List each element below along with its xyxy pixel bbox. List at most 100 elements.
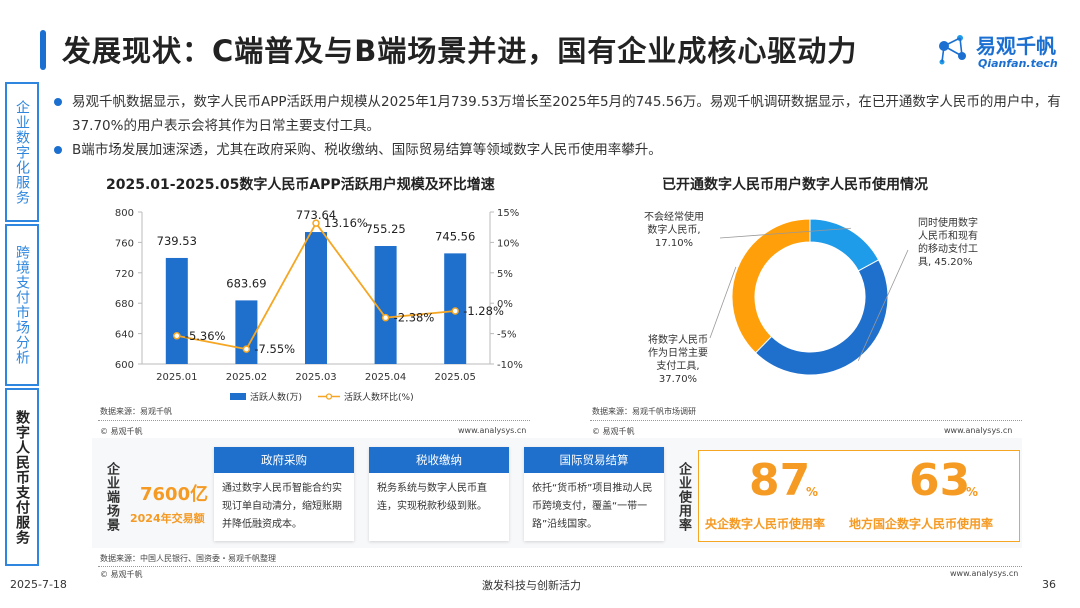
x-tick-label: 2025.05 — [435, 372, 476, 383]
logo-name-en: Qianfan.tech — [978, 57, 1058, 70]
card-body: 税务系统与数字人民币直连，实现税款秒级到账。 — [377, 483, 487, 512]
donut-leader-line — [709, 266, 737, 339]
donut-slice-label: 不会经常使用 — [644, 210, 704, 223]
bar — [305, 232, 327, 364]
line-point — [451, 307, 459, 315]
bar-value-label: 683.69 — [226, 276, 266, 290]
left-chart-title: 2025.01-2025.05数字人民币APP活跃用户规模及环比增速 — [106, 177, 495, 193]
y2-tick-label: 10% — [497, 238, 519, 249]
x-tick-label: 2025.02 — [226, 372, 267, 383]
usage-rate-box: 87 % 央企数字人民币使用率 63 % 地方国企数字人民币使用率 — [698, 450, 1020, 542]
line-value-label: 13.16% — [324, 216, 368, 230]
title-accent-bar — [40, 30, 46, 70]
divider — [98, 566, 1022, 567]
donut-slice-label: 具, 45.20% — [918, 256, 973, 268]
bar — [165, 257, 188, 364]
bullet-item: B端市场发展加速深透，尤其在政府采购、税收缴纳、国际贸易结算等领域数字人民币使用… — [52, 138, 1062, 162]
y-tick-label: 680 — [115, 299, 134, 310]
donut-slice-label: 数字人民币, — [647, 223, 700, 236]
bar-value-label: 739.53 — [157, 234, 197, 248]
transaction-amount: 7600亿 — [140, 484, 209, 505]
donut-slice-label: 支付工具, — [656, 359, 699, 372]
donut-leader-line — [857, 249, 909, 361]
local-soe-rate-caption: 地方国企数字人民币使用率 — [849, 517, 994, 531]
divider — [98, 420, 530, 421]
donut-slice — [809, 218, 880, 272]
x-tick-label: 2025.01 — [156, 372, 197, 383]
line-point — [312, 219, 320, 227]
side-tab-enterprise-digital[interactable]: 企业数字化服务 — [5, 82, 39, 222]
page-title: 发展现状：C端普及与B端场景并进，国有企业成核心驱动力 — [62, 34, 858, 68]
right-chart-copyright: © 易观千帆 — [592, 427, 635, 436]
left-chart-copyright: © 易观千帆 — [100, 427, 143, 436]
card-head: 税收缴纳 — [369, 447, 509, 473]
side-tab-cross-border[interactable]: 跨境支付市场分析 — [5, 224, 39, 386]
y2-tick-label: 0% — [497, 299, 513, 310]
bottom-website: www.analysys.cn — [950, 569, 1019, 578]
page-number: 36 — [1042, 578, 1056, 591]
right-chart-title: 已开通数字人民币用户数字人民币使用情况 — [662, 177, 928, 193]
local-soe-rate-unit: % — [966, 485, 979, 499]
line-value-label: -7.55% — [254, 342, 295, 356]
bullet-item: 易观千帆数据显示，数字人民币APP活跃用户规模从2025年1月739.53万增长… — [52, 90, 1062, 138]
y-tick-label: 720 — [115, 269, 134, 280]
line-point — [242, 345, 251, 353]
line-value-label: -2.38% — [394, 311, 435, 325]
legend-line-marker — [325, 393, 333, 400]
footer-slogan: 激发科技与创新活力 — [482, 579, 581, 592]
y2-tick-label: -5% — [497, 330, 516, 341]
logo-name-cn: 易观千帆 — [976, 34, 1056, 58]
y-tick-label: 640 — [115, 330, 134, 341]
bar-value-label: 755.25 — [365, 222, 405, 236]
side-tab-label: 数字人民币支付服务 — [14, 409, 30, 545]
logo-icon — [939, 35, 966, 65]
donut-slice-label: 37.70% — [659, 374, 697, 385]
card-body: 通过数字人民币智能合约实现订单自动清分，缩短账期并降低融资成本。 — [222, 483, 342, 530]
scenario-card-tax-payment: 税收缴纳 税务系统与数字人民币直连，实现税款秒级到账。 — [369, 447, 509, 541]
card-body: 依托“货币桥”项目推动人民币跨境支付，覆盖“一带一路”沿线国家。 — [532, 483, 653, 530]
line-point — [173, 332, 181, 340]
donut-slice-label: 人民币和现有 — [918, 229, 978, 242]
right-chart-website: www.analysys.cn — [944, 426, 1013, 435]
side-tab-label: 企业数字化服务 — [14, 99, 30, 205]
donut-slice — [754, 259, 889, 376]
right-chart-source: 数据来源：易观千帆市场调研 — [592, 407, 696, 416]
line-value-label: -1.28% — [463, 304, 504, 318]
scenario-card-gov-procurement: 政府采购 通过数字人民币智能合约实现订单自动清分，缩短账期并降低融资成本。 — [214, 447, 354, 541]
card-head: 国际贸易结算 — [524, 447, 664, 473]
x-tick-label: 2025.03 — [295, 372, 336, 383]
summary-bullets: 易观千帆数据显示，数字人民币APP活跃用户规模从2025年1月739.53万增长… — [52, 90, 1062, 162]
enterprise-usage-label: 企业使用率 — [676, 462, 691, 532]
left-chart-website: www.analysys.cn — [458, 426, 527, 435]
active-users-combo-chart: 600 640 680 720 760 800 -10% -5% 0% 5% 10% 15% 739.5… — [115, 208, 523, 403]
b-end-scenario-label: 企业端场景 — [104, 462, 119, 532]
y-tick-label: 760 — [115, 238, 134, 249]
scenario-card-trade-settlement: 国际贸易结算 依托“货币桥”项目推动人民币跨境支付，覆盖“一带一路”沿线国家。 — [524, 447, 664, 541]
side-tab-digital-rmb[interactable]: 数字人民币支付服务 — [5, 388, 39, 566]
donut-slice-label: 的移动支付工 — [918, 242, 978, 255]
x-tick-label: 2025.04 — [365, 372, 406, 383]
y2-tick-label: 5% — [497, 269, 513, 280]
footer-date: 2025-7-18 — [10, 578, 67, 591]
bottom-source: 数据来源：中国人民银行、国资委・易观千帆整理 — [100, 554, 276, 563]
card-head: 政府采购 — [214, 447, 354, 473]
donut-leader-line — [719, 227, 851, 239]
central-soe-rate-unit: % — [806, 485, 819, 499]
legend-bar-swatch — [230, 393, 246, 400]
transaction-amount-caption: 2024年交易额 — [130, 512, 205, 525]
donut-slice — [731, 218, 811, 354]
donut-slice-label: 17.10% — [655, 238, 693, 249]
local-soe-rate-value: 63 — [909, 455, 971, 506]
divider — [590, 420, 1022, 421]
side-tab-label: 跨境支付市场分析 — [14, 245, 30, 365]
bar-value-label: 773.64 — [296, 208, 336, 222]
brand-logo: 易观千帆 Qianfan.tech — [932, 30, 1072, 74]
line-point — [381, 313, 390, 322]
left-chart-source: 数据来源：易观千帆 — [100, 407, 172, 416]
central-soe-rate-caption: 央企数字人民币使用率 — [705, 517, 826, 531]
donut-slice-label: 将数字人民币 — [648, 333, 708, 346]
y-tick-label: 800 — [115, 208, 134, 219]
donut-slice-label: 作为日常主要 — [648, 346, 708, 359]
y2-tick-label: 15% — [497, 208, 519, 219]
